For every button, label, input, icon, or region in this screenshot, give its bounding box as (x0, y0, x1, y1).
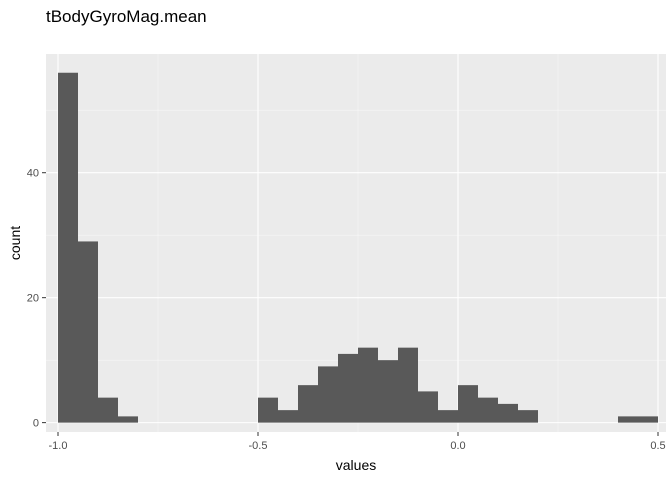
y-tick-label: 20 (27, 293, 39, 305)
histogram-bar (418, 391, 438, 423)
histogram-bar (338, 353, 358, 423)
histogram-bar (498, 403, 518, 423)
y-tick-label: 0 (33, 418, 39, 430)
histogram-bar (618, 416, 638, 423)
histogram-bar (358, 347, 378, 423)
histogram-bar (78, 241, 98, 423)
histogram-bar (638, 416, 658, 423)
x-axis-title: values (336, 457, 376, 473)
histogram-bar (518, 410, 538, 423)
x-tick-label: 0.0 (450, 440, 465, 452)
histogram-bar (258, 397, 278, 423)
histogram-bar (378, 360, 398, 423)
histogram-bar (58, 72, 78, 423)
histogram-bars (58, 72, 658, 423)
y-tick-label: 40 (27, 168, 39, 180)
histogram-bar (458, 385, 478, 423)
histogram-bar (118, 416, 138, 423)
y-axis-title: count (7, 226, 23, 260)
x-tick-label: -1.0 (49, 440, 68, 452)
x-axis: -1.0 -0.5 0.0 0.5 (49, 432, 666, 452)
histogram-bar (298, 385, 318, 423)
y-axis: 0 20 40 (27, 168, 46, 430)
histogram-bar (478, 397, 498, 423)
x-tick-label: 0.5 (650, 440, 665, 452)
histogram-bar (318, 366, 338, 423)
histogram-bar (438, 410, 458, 423)
histogram-bar (278, 410, 298, 423)
chart-title: tBodyGyroMag.mean (46, 7, 207, 26)
x-tick-label: -0.5 (249, 440, 268, 452)
histogram-bar (98, 397, 118, 423)
histogram-bar (398, 347, 418, 423)
